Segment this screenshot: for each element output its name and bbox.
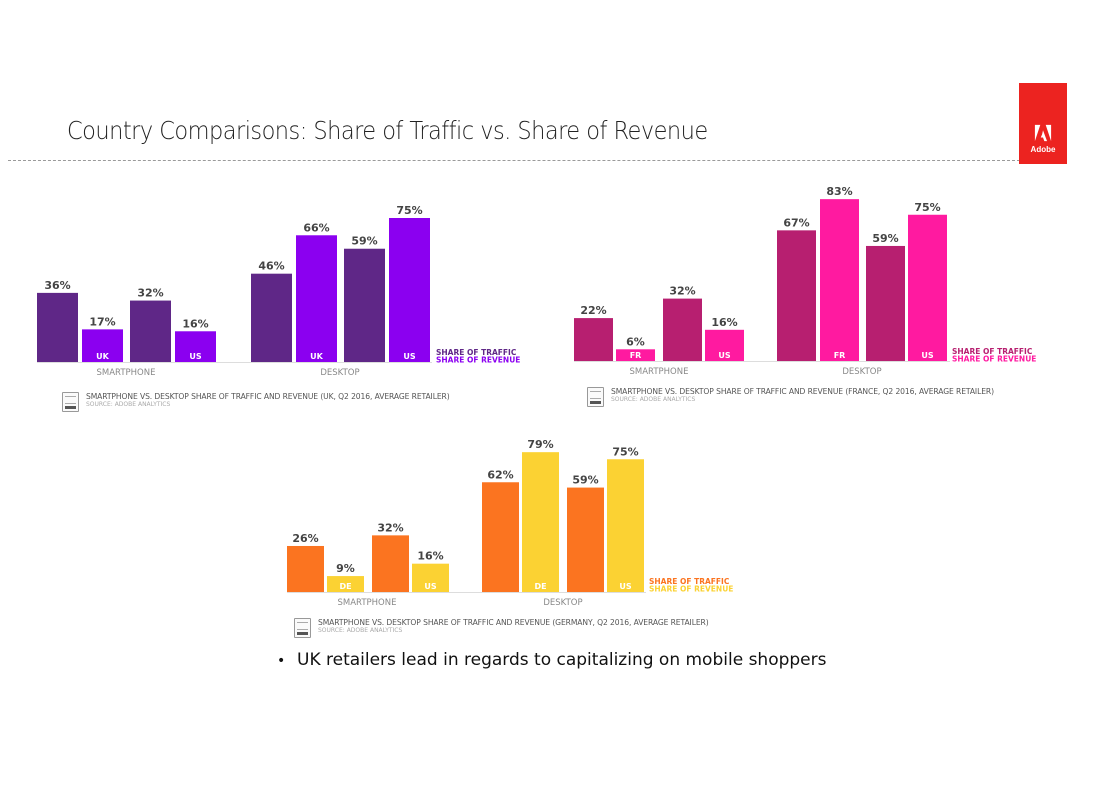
country-label: US: [403, 352, 415, 361]
chart-caption-uk: SMARTPHONE VS. DESKTOP SHARE OF TRAFFIC …: [62, 392, 450, 412]
bullet-point: • UK retailers lead in regards to capital…: [277, 650, 826, 670]
data-label: 32%: [669, 285, 695, 298]
adobe-logo-text: Adobe: [1030, 145, 1056, 154]
bar-revenue-desktop-us: [607, 459, 644, 592]
bar-traffic-desktop-us: [344, 248, 385, 362]
bar-revenue-desktop-us: [389, 218, 430, 362]
bar-traffic-smartphone-us: [372, 535, 409, 592]
report-book-icon: [294, 618, 311, 638]
bar-revenue-smartphone-fr: [616, 349, 655, 361]
chart-caption-germany: SMARTPHONE VS. DESKTOP SHARE OF TRAFFIC …: [294, 618, 709, 638]
legend-entry-traffic: SHARE OF TRAFFIC: [436, 348, 517, 357]
slide-title: Country Comparisons: Share of Traffic vs…: [67, 116, 708, 145]
bar-traffic-smartphone-uk: [37, 292, 78, 362]
group-label-desktop: DESKTOP: [543, 598, 582, 608]
country-label: FR: [630, 351, 642, 360]
caption-source: SOURCE: ADOBE ANALYTICS: [318, 627, 403, 634]
title-divider: [8, 160, 1020, 161]
bar-traffic-smartphone-fr: [574, 318, 613, 361]
data-label: 46%: [258, 260, 284, 273]
country-label: US: [424, 582, 436, 591]
country-label: US: [921, 351, 933, 360]
report-book-icon: [587, 387, 604, 407]
adobe-logo-icon: [1034, 124, 1052, 142]
bar-revenue-smartphone-us: [412, 563, 449, 592]
caption-text: SMARTPHONE VS. DESKTOP SHARE OF TRAFFIC …: [86, 392, 450, 401]
country-label: DE: [534, 582, 546, 591]
bar-traffic-desktop-us: [567, 487, 604, 592]
legend-entry-revenue: SHARE OF REVENUE: [649, 585, 733, 594]
data-label: 62%: [487, 468, 513, 481]
data-label: 59%: [351, 235, 377, 248]
caption-source: SOURCE: ADOBE ANALYTICS: [86, 401, 171, 408]
adobe-logo: Adobe: [1019, 83, 1067, 164]
caption-text: SMARTPHONE VS. DESKTOP SHARE OF TRAFFIC …: [318, 618, 709, 627]
caption-text: SMARTPHONE VS. DESKTOP SHARE OF TRAFFIC …: [611, 387, 994, 396]
data-label: 59%: [572, 474, 598, 487]
data-label: 36%: [44, 279, 70, 292]
country-label: UK: [96, 352, 109, 361]
bar-traffic-smartphone-de: [287, 545, 324, 592]
data-label: 16%: [417, 550, 443, 563]
country-label: UK: [310, 352, 323, 361]
legend-entry-revenue: SHARE OF REVENUE: [436, 356, 520, 365]
data-label: 75%: [612, 445, 638, 458]
bar-revenue-smartphone-us: [175, 331, 216, 362]
report-book-icon: [62, 392, 79, 412]
bar-revenue-desktop-uk: [296, 235, 337, 362]
data-label: 75%: [396, 204, 422, 217]
country-label: US: [619, 582, 631, 591]
bar-traffic-smartphone-us: [130, 300, 171, 362]
data-label: 75%: [914, 201, 940, 214]
bar-revenue-smartphone-us: [705, 329, 744, 361]
data-label: 22%: [580, 304, 606, 317]
bullet-text: UK retailers lead in regards to capitali…: [297, 650, 827, 670]
bar-traffic-desktop-uk: [251, 273, 292, 362]
data-label: 32%: [137, 287, 163, 300]
bar-revenue-desktop-fr: [820, 199, 859, 361]
group-label-smartphone: SMARTPHONE: [97, 368, 156, 378]
legend-entry-revenue: SHARE OF REVENUE: [952, 355, 1036, 364]
bar-revenue-smartphone-uk: [82, 329, 123, 362]
legend-entry-traffic: SHARE OF TRAFFIC: [952, 347, 1033, 356]
chart-caption-france: SMARTPHONE VS. DESKTOP SHARE OF TRAFFIC …: [587, 387, 994, 407]
country-label: FR: [834, 351, 846, 360]
data-label: 16%: [711, 316, 737, 329]
data-label: 9%: [336, 562, 355, 575]
data-label: 83%: [826, 185, 852, 198]
data-label: 79%: [527, 438, 553, 451]
country-label: US: [189, 352, 201, 361]
data-label: 6%: [626, 335, 645, 348]
bullet-icon: •: [277, 653, 286, 669]
country-label: DE: [339, 582, 351, 591]
bar-traffic-desktop-de: [482, 482, 519, 592]
legend-entry-traffic: SHARE OF TRAFFIC: [649, 577, 730, 586]
bar-revenue-desktop-de: [522, 452, 559, 592]
bar-traffic-smartphone-us: [663, 298, 702, 361]
data-label: 67%: [783, 216, 809, 229]
caption-source: SOURCE: ADOBE ANALYTICS: [611, 396, 696, 403]
group-label-desktop: DESKTOP: [842, 367, 881, 377]
data-label: 16%: [182, 317, 208, 330]
country-label: US: [718, 351, 730, 360]
bar-traffic-desktop-us: [866, 245, 905, 361]
data-label: 32%: [377, 521, 403, 534]
data-label: 17%: [89, 315, 115, 328]
group-label-smartphone: SMARTPHONE: [630, 367, 689, 377]
bar-revenue-smartphone-de: [327, 576, 364, 592]
group-label-desktop: DESKTOP: [320, 368, 359, 378]
data-label: 59%: [872, 232, 898, 245]
data-label: 66%: [303, 221, 329, 234]
bar-traffic-desktop-fr: [777, 230, 816, 361]
group-label-smartphone: SMARTPHONE: [338, 598, 397, 608]
bar-revenue-desktop-us: [908, 214, 947, 361]
data-label: 26%: [292, 532, 318, 545]
